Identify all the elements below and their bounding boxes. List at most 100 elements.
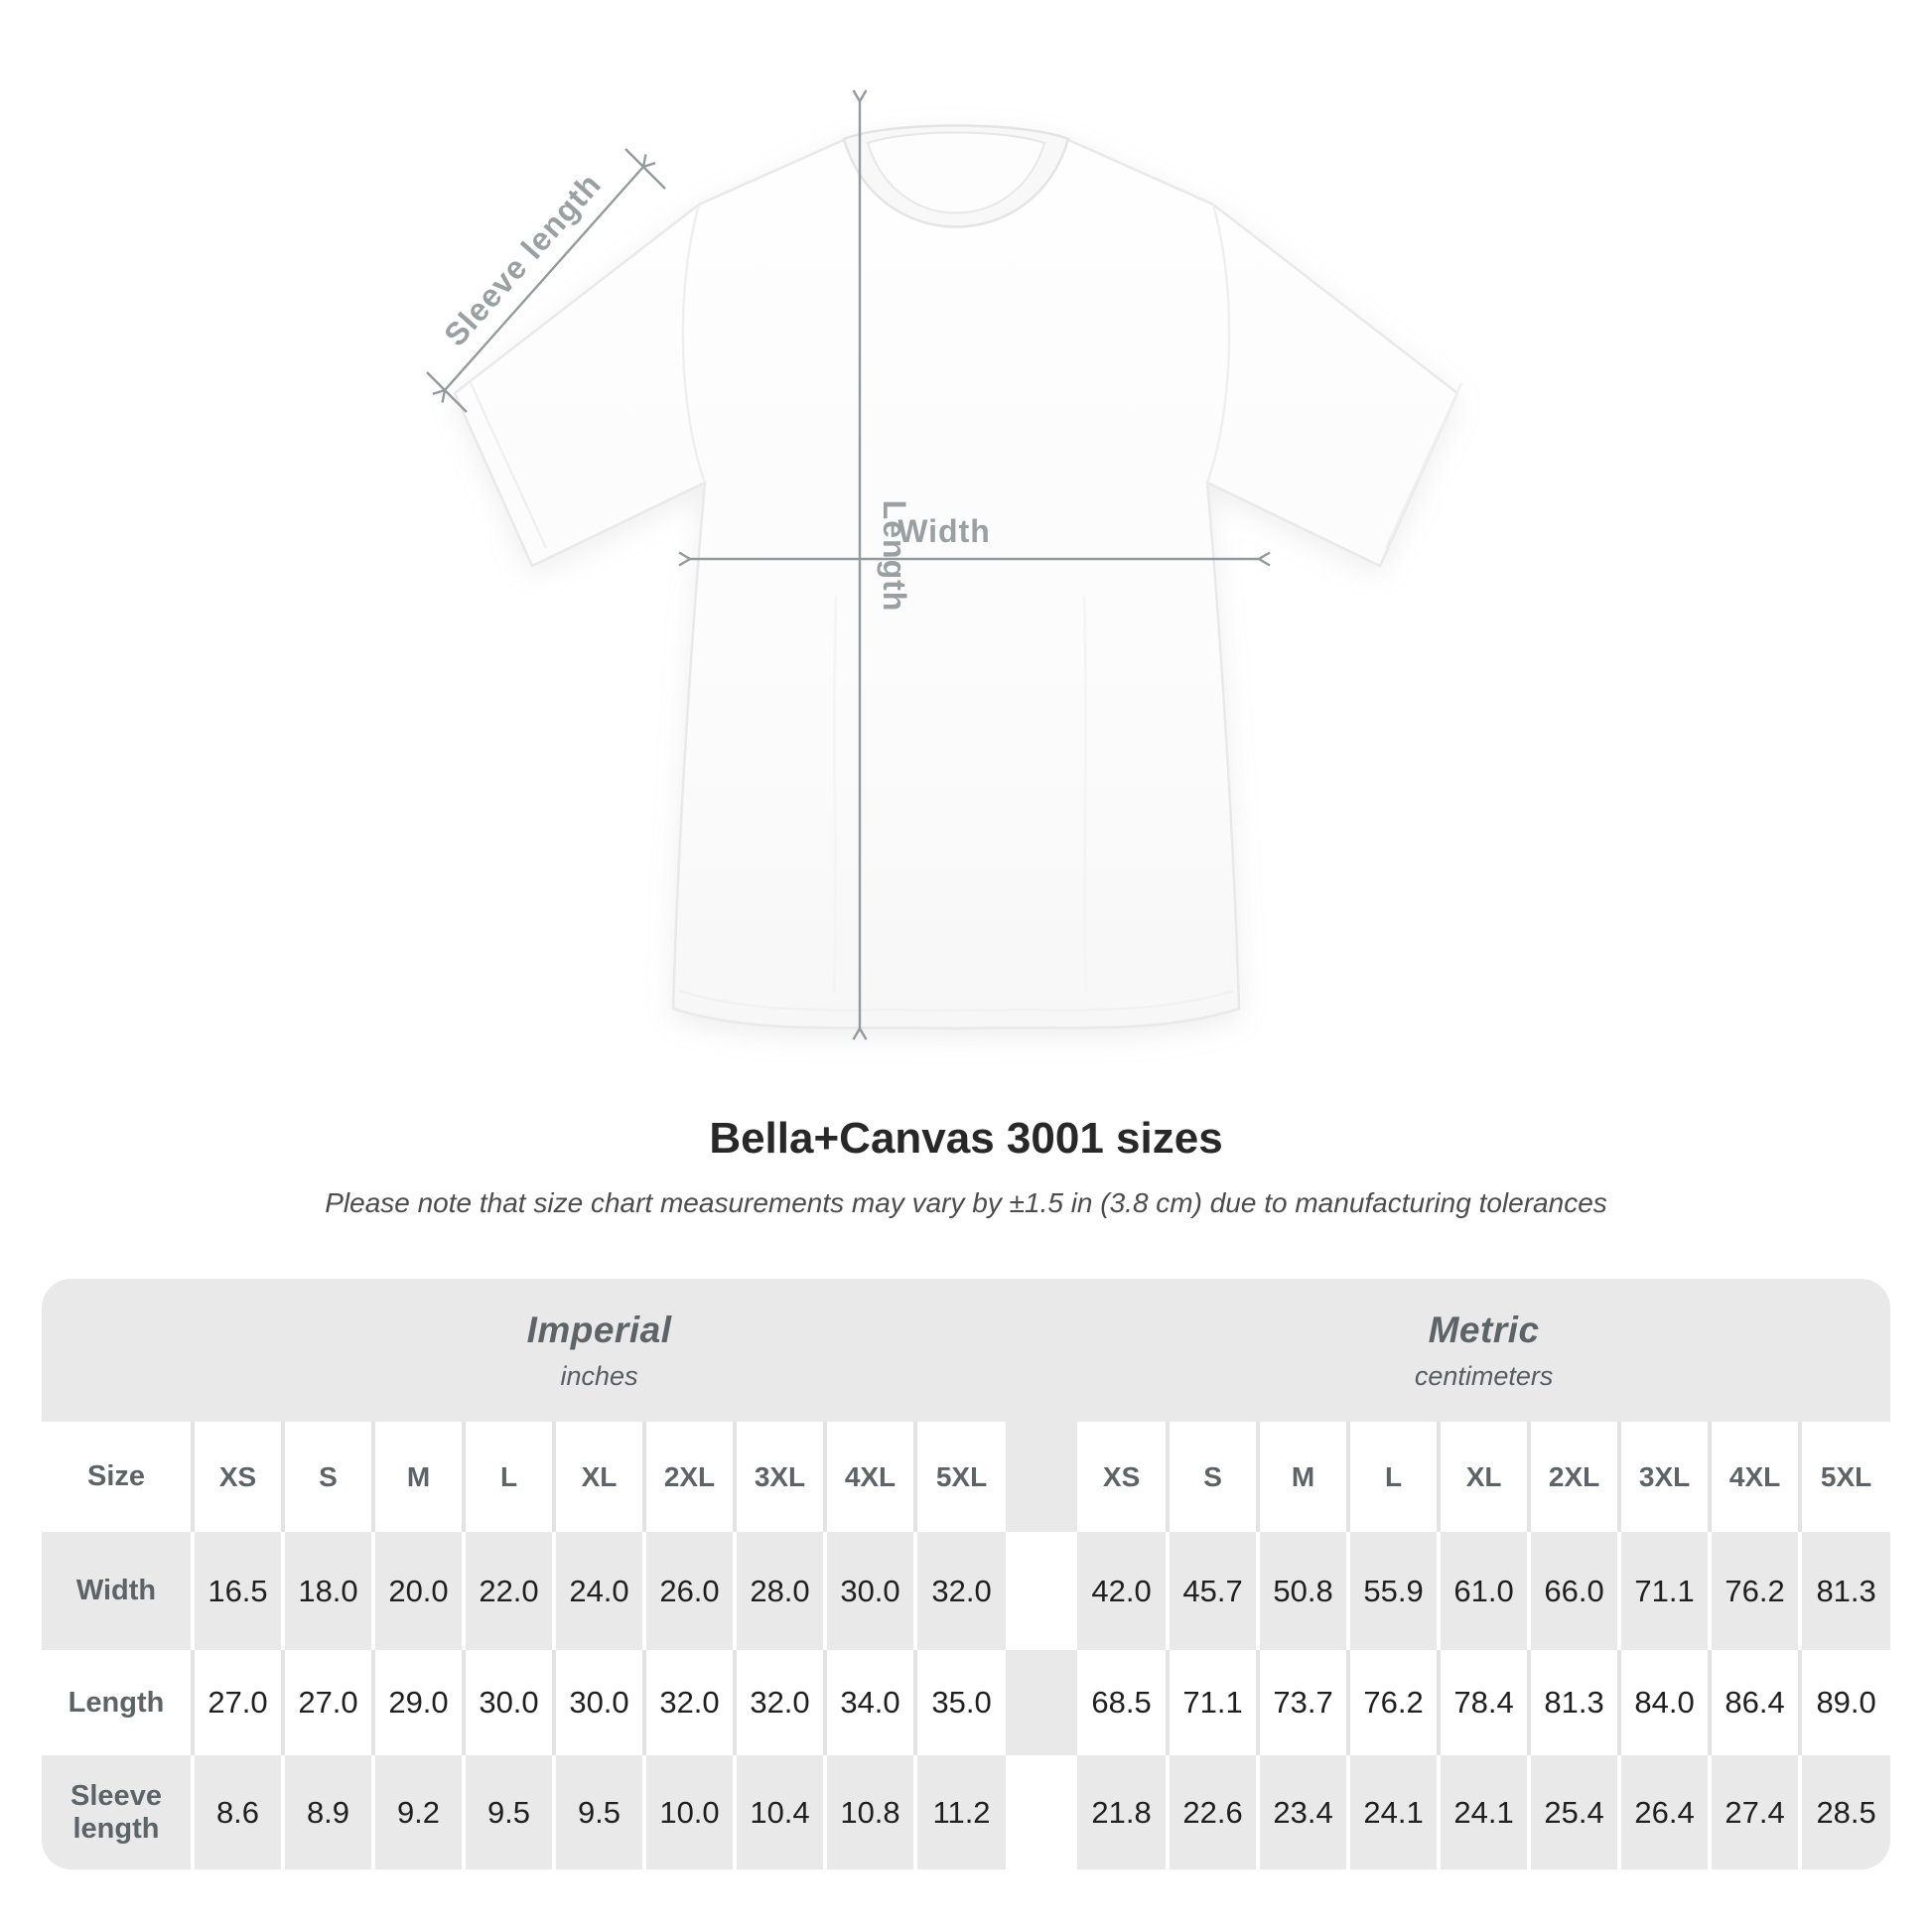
size-column-header: L [462,1422,554,1532]
table-cell: 10.8 [823,1755,915,1869]
row-label-sleeve-length: Sleeve length [42,1755,193,1869]
table-cell: 22.0 [462,1532,554,1650]
table-cell: 71.1 [1166,1650,1259,1755]
size-column-header: 5XL [912,1422,1007,1532]
dimension-tick [624,148,666,190]
row-label-length: Length [42,1650,193,1755]
table-cell: 9.5 [552,1755,644,1869]
group-gap [1006,1422,1078,1532]
table-cell: 27.4 [1708,1755,1801,1869]
table-cell: 34.0 [823,1650,915,1755]
page-title: Bella+Canvas 3001 sizes [709,1114,1223,1163]
table-cell: 30.0 [462,1650,554,1755]
table-cell: 28.5 [1798,1755,1890,1869]
tshirt-graphic [453,124,1463,1031]
right-cuff-seam [1384,382,1463,549]
table-cell: 9.2 [371,1755,464,1869]
collar-inner [866,131,1046,214]
table-cell: 50.8 [1256,1532,1349,1650]
right-armhole-seam [1205,204,1231,483]
table-cell: 29.0 [371,1650,464,1755]
tshirt-diagram: Length Width Sleeve length [426,89,1463,1040]
table-cell: 28.0 [733,1532,825,1650]
table-cell: 27.0 [191,1650,283,1755]
table-cell: 42.0 [1077,1532,1169,1650]
left-armhole-seam [681,204,707,483]
size-column-header: 4XL [823,1422,915,1532]
imperial-group-unit: inches [560,1360,638,1391]
size-header-label: Size [42,1422,193,1532]
size-column-header: XL [1437,1422,1530,1532]
group-gap [1006,1650,1078,1755]
table-row: Width 16.5 18.0 20.0 22.0 24.0 26.0 28.0 30.0 32.… [42,1532,1890,1650]
table-cell: 76.2 [1346,1650,1440,1755]
size-column-header: 4XL [1708,1422,1801,1532]
size-column-header: S [281,1422,373,1532]
table-cell: 23.4 [1256,1755,1349,1869]
size-column-header: M [1256,1422,1349,1532]
group-gap [1006,1532,1078,1650]
table-cell: 24.1 [1437,1755,1530,1869]
table-cell: 84.0 [1617,1650,1711,1755]
size-column-header: 3XL [733,1422,825,1532]
table-cell: 27.0 [281,1650,373,1755]
table-cell: 10.0 [642,1755,735,1869]
fabric-crease [1082,595,1088,994]
table-cell: 10.4 [733,1755,825,1869]
table-row: Sleeve length 8.6 8.9 9.2 9.5 9.5 10.0 10.4 10.8… [42,1755,1890,1869]
table-cell: 73.7 [1256,1650,1349,1755]
size-table-container: Imperial inches Metric centimeters Size X… [42,1279,1890,1869]
size-column-header: 2XL [1527,1422,1620,1532]
table-cell: 81.3 [1798,1532,1890,1650]
table-cell: 20.0 [371,1532,464,1650]
table-cell: 8.9 [281,1755,373,1869]
size-column-header: 2XL [642,1422,735,1532]
table-cell: 22.6 [1166,1755,1259,1869]
sleeve-length-arrow [426,148,666,413]
table-cell: 76.2 [1708,1532,1801,1650]
table-cell: 66.0 [1527,1532,1620,1650]
table-cell: 18.0 [281,1532,373,1650]
size-column-header: L [1346,1422,1440,1532]
tolerance-note: Please note that size chart measurements… [325,1187,1607,1218]
table-cell: 35.0 [912,1650,1007,1755]
table-cell: 30.0 [552,1650,644,1755]
table-cell: 21.8 [1077,1755,1169,1869]
metric-group-unit: centimeters [1414,1360,1554,1391]
table-cell: 16.5 [191,1532,283,1650]
tshirt-body [453,125,1459,1031]
table-cell: 26.0 [642,1532,735,1650]
size-column-header: M [371,1422,464,1532]
size-table: Imperial inches Metric centimeters Size X… [42,1279,1890,1869]
table-cell: 24.1 [1346,1755,1440,1869]
table-cell: 68.5 [1077,1650,1169,1755]
table-row: Size XS S M L XL 2XL 3XL 4XL 5XL XS S M L XL 2XL 3XL 4XL 5… [42,1422,1890,1532]
table-cell: 9.5 [462,1755,554,1869]
table-cell: 25.4 [1527,1755,1620,1869]
group-gap [1006,1755,1078,1869]
size-column-header: XL [552,1422,644,1532]
table-row: Length 27.0 27.0 29.0 30.0 30.0 32.0 32.0 34.0 35… [42,1650,1890,1755]
table-cell: 81.3 [1527,1650,1620,1755]
size-column-header: XS [191,1422,283,1532]
size-column-header: XS [1077,1422,1169,1532]
table-cell: 11.2 [912,1755,1007,1869]
table-cell: 8.6 [191,1755,283,1869]
table-cell: 55.9 [1346,1532,1440,1650]
table-cell: 71.1 [1617,1532,1711,1650]
table-cell: 61.0 [1437,1532,1530,1650]
imperial-header: Imperial inches [193,1279,1007,1422]
fabric-crease [832,595,838,994]
table-cell: 78.4 [1437,1650,1530,1755]
table-cell: 32.0 [642,1650,735,1755]
dimension-tick [426,371,468,413]
table-cell: 30.0 [823,1532,915,1650]
table-cell: 26.4 [1617,1755,1711,1869]
metric-group-label: Metric [1428,1309,1540,1350]
table-header-band: Imperial inches Metric centimeters [42,1279,1890,1422]
size-column-header: 5XL [1798,1422,1890,1532]
row-label-width: Width [42,1532,193,1650]
table-cell: 45.7 [1166,1532,1259,1650]
hem-stitch [678,989,1234,1013]
